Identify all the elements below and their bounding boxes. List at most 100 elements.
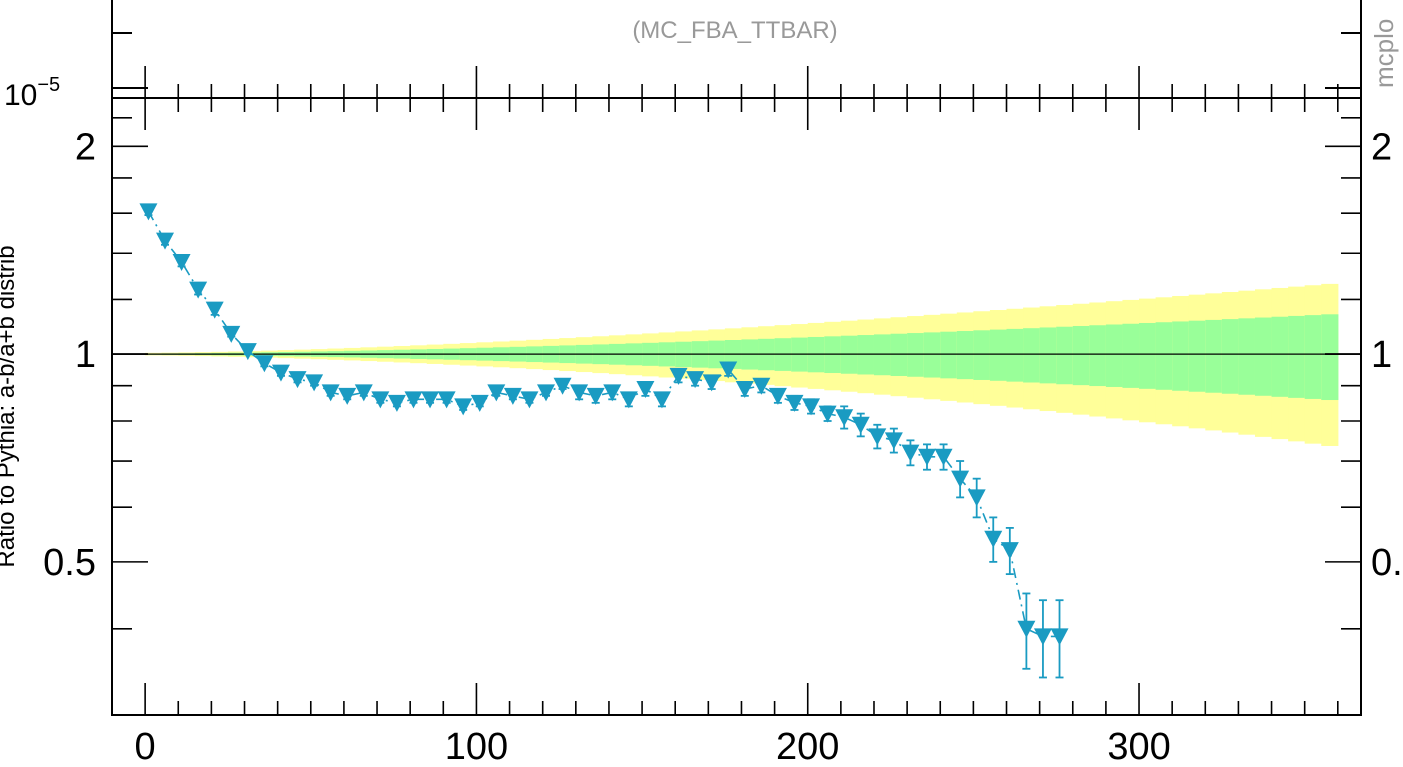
data-point — [951, 470, 970, 488]
series-line — [147, 211, 1060, 638]
data-point — [503, 387, 522, 405]
band-inner-bin — [923, 332, 941, 378]
data-point — [984, 530, 1003, 548]
x-tick-label: 300 — [1107, 726, 1170, 767]
data-point — [1050, 628, 1069, 646]
band-inner-bin — [1105, 324, 1124, 387]
data-point — [967, 489, 986, 507]
x-tick-label: 100 — [445, 726, 508, 767]
data-point — [785, 394, 804, 412]
y-tick-label: 0.5 — [43, 542, 96, 584]
data-point — [338, 387, 357, 405]
band-inner-bin — [1304, 315, 1322, 399]
data-point — [172, 253, 191, 271]
data-point — [934, 448, 953, 466]
band-inner-bin — [1321, 314, 1339, 401]
band-inner-bin — [1072, 325, 1090, 386]
band-inner-bin — [840, 335, 859, 374]
band-inner-bin — [1155, 322, 1173, 390]
data-point — [387, 394, 406, 412]
data-point — [570, 384, 589, 402]
data-point — [404, 391, 423, 409]
data-point — [321, 384, 340, 402]
band-inner-bin — [956, 331, 974, 380]
band-inner-bin — [989, 329, 1008, 381]
data-point — [619, 391, 638, 409]
upper-tick-exponent: −5 — [37, 74, 60, 96]
data-point — [735, 381, 754, 399]
y-axis-label: Ratio to Pythia: a-b/a+b distrib — [0, 245, 20, 567]
band-inner-bin — [1238, 318, 1256, 395]
data-point — [917, 448, 936, 466]
side-label: mcplo — [1369, 19, 1399, 88]
x-tick-label: 0 — [135, 726, 156, 767]
band-inner-bin — [857, 335, 875, 375]
data-point — [437, 391, 456, 409]
band-inner-bin — [907, 333, 925, 377]
y-tick-label-right: 0. — [1371, 542, 1403, 584]
y-tick-label-right: 1 — [1371, 334, 1392, 376]
band-inner-bin — [1254, 317, 1273, 396]
uncertainty-band — [145, 283, 1339, 446]
band-inner-bin — [1271, 316, 1289, 397]
band-inner-bin — [1139, 322, 1157, 389]
data-series — [139, 203, 1069, 679]
data-point — [421, 391, 440, 409]
upper-panel — [111, 0, 1362, 98]
band-inner-bin — [1039, 327, 1057, 384]
data-point — [255, 355, 274, 373]
band-inner-bin — [973, 330, 991, 380]
band-inner-bin — [1205, 319, 1223, 393]
data-point — [139, 203, 158, 221]
band-inner-bin — [1089, 325, 1107, 387]
band-inner-bin — [1288, 315, 1306, 398]
tick-labels: 0 100 200 300 0.5 0. 1 1 2 2 — [43, 126, 1403, 767]
data-point — [156, 232, 175, 250]
band-inner-bin — [1023, 328, 1041, 383]
data-point — [1000, 542, 1019, 560]
band-inner-bin — [1056, 326, 1074, 385]
data-point — [686, 371, 705, 389]
data-point — [305, 374, 324, 392]
data-point — [271, 364, 290, 382]
x-tick-label: 200 — [776, 726, 839, 767]
data-point — [636, 381, 655, 399]
data-point — [652, 391, 671, 409]
band-inner-bin — [1006, 328, 1024, 382]
plot-frame — [111, 97, 1362, 716]
band-inner-bin — [890, 333, 908, 376]
data-point — [868, 428, 887, 446]
data-point — [603, 384, 622, 402]
data-point — [189, 281, 208, 299]
data-point — [851, 416, 870, 434]
upper-tick-base: 10 — [4, 79, 37, 112]
data-point — [669, 367, 688, 385]
data-point — [288, 371, 307, 389]
y-tick-label: 2 — [75, 126, 96, 168]
data-point — [901, 444, 920, 462]
data-point — [354, 384, 373, 402]
band-inner-bin — [1172, 321, 1190, 391]
data-point — [553, 377, 572, 395]
data-point — [802, 398, 821, 416]
data-point — [238, 343, 257, 361]
data-point — [768, 387, 787, 405]
band-inner-bin — [940, 331, 958, 379]
data-point — [371, 391, 390, 409]
data-point — [1017, 620, 1036, 638]
data-point — [1033, 628, 1052, 646]
series-clip-group — [139, 203, 1069, 679]
data-point — [454, 398, 473, 416]
data-point — [537, 384, 556, 402]
data-point — [470, 394, 489, 412]
data-point — [702, 374, 721, 392]
data-point — [205, 301, 224, 319]
data-point — [752, 377, 771, 395]
band-inner-bin — [1188, 320, 1206, 392]
data-point — [884, 432, 903, 450]
band-inner-bin — [1221, 319, 1240, 394]
axes-frame — [111, 66, 1362, 716]
data-point — [835, 409, 854, 427]
data-point — [719, 361, 738, 379]
